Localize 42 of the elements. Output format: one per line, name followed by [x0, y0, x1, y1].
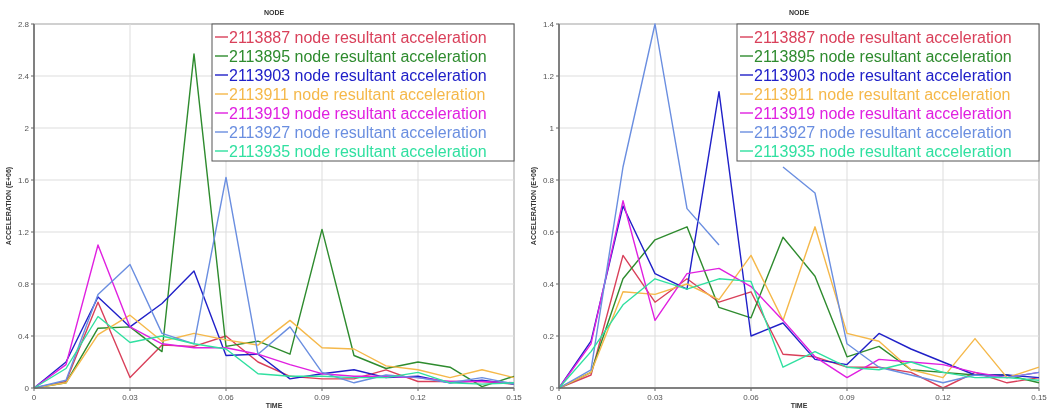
- y-tick-label: 1.2: [542, 72, 555, 81]
- x-tick-label: 0.09: [314, 393, 331, 402]
- y-tick-label: 2: [24, 124, 30, 133]
- legend-label: 2113911 node resultant acceleration: [754, 85, 1011, 103]
- y-tick-label: 0.8: [17, 280, 30, 289]
- x-tick-label: 0: [31, 393, 37, 402]
- y-tick-label: 0: [549, 384, 555, 393]
- x-tick-label: 0.03: [647, 393, 664, 402]
- x-tick-label: 0.06: [218, 393, 235, 402]
- y-tick-label: 2.4: [17, 72, 30, 81]
- legend-label: 2113935 node resultant acceleration: [754, 142, 1012, 160]
- legend-label: 2113911 node resultant acceleration: [229, 85, 486, 103]
- legend-label: 2113895 node resultant acceleration: [229, 47, 487, 65]
- y-tick-label: 1.6: [17, 176, 30, 185]
- x-tick-label: 0.03: [122, 393, 139, 402]
- y-tick-label: 1.4: [542, 20, 555, 29]
- x-tick-label: 0.15: [1031, 393, 1048, 402]
- legend-label: 2113927 node resultant acceleration: [229, 123, 487, 141]
- y-tick-label: 0.6: [542, 228, 555, 237]
- legend-label: 2113927 node resultant acceleration: [754, 123, 1012, 141]
- legend-label: 2113903 node resultant acceleration: [754, 66, 1012, 84]
- y-tick-label: 0.4: [17, 332, 30, 341]
- legend-label: 2113895 node resultant acceleration: [754, 47, 1012, 65]
- y-tick-label: 2.8: [17, 20, 30, 29]
- legend-label: 2113887 node resultant acceleration: [229, 28, 487, 46]
- x-tick-label: 0.12: [935, 393, 952, 402]
- x-tick-label: 0.09: [839, 393, 856, 402]
- x-tick-label: 0.06: [743, 393, 760, 402]
- x-tick-label: 0.12: [410, 393, 427, 402]
- y-tick-label: 0.8: [542, 176, 555, 185]
- y-tick-label: 0.2: [542, 332, 555, 341]
- legend-label: 2113887 node resultant acceleration: [754, 28, 1012, 46]
- y-tick-label: 1.2: [17, 228, 30, 237]
- y-tick-label: 0.4: [542, 280, 555, 289]
- legend-label: 2113935 node resultant acceleration: [229, 142, 487, 160]
- legend-label: 2113903 node resultant acceleration: [229, 66, 487, 84]
- y-tick-label: 1: [549, 124, 555, 133]
- x-tick-label: 0: [556, 393, 562, 402]
- legend-label: 2113919 node resultant acceleration: [229, 104, 487, 122]
- y-tick-label: 0: [24, 384, 30, 393]
- x-tick-label: 0.15: [506, 393, 523, 402]
- legend-label: 2113919 node resultant acceleration: [754, 104, 1012, 122]
